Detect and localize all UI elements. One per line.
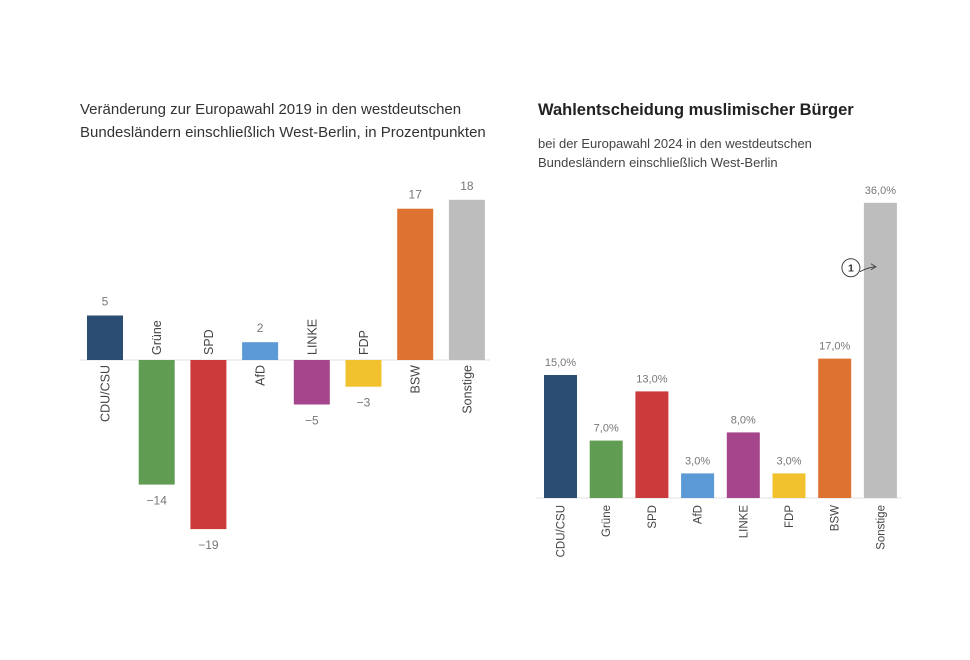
category-label-cdu-csu: CDU/CSU [99,365,113,422]
value-label-afd: 2 [257,321,264,335]
category-label-linke: LINKE [738,505,750,539]
change-chart-plot: 5 CDU/CSU −14 Grüne −19 SPD 2 AfD −5 LINKE −3 FDP 17… [80,179,490,552]
value-label-fdp: 3,0% [776,455,801,467]
category-label-gr-ne: Grüne [601,505,613,537]
annotation-number: 1 [848,263,854,275]
value-label-afd: 3,0% [685,455,710,467]
annotation-arrow-line [859,266,875,273]
category-label-fdp: FDP [357,330,371,355]
category-label-linke: LINKE [305,319,319,355]
value-label-bsw: 17 [409,188,423,202]
category-label-sonstige: Sonstige [875,505,887,550]
value-label-cdu-csu: 5 [102,295,109,309]
value-label-cdu-csu: 15,0% [545,357,576,369]
bar-fdp [345,360,382,387]
bar-afd [242,342,279,360]
value-label-linke: −5 [305,414,319,428]
category-label-afd: AfD [254,365,268,386]
bar-afd [681,473,715,498]
value-label-sonstige: 18 [460,179,474,193]
annotation-arrow-head [870,263,877,271]
change-chart: Veränderung zur Europawahl 2019 in den w… [40,95,500,565]
muslim-vote-chart-plot: 15,0%CDU/CSU7,0%Grüne13,0%SPD3,0%AfD8,0%… [536,185,902,557]
value-label-bsw: 17,0% [819,341,850,353]
bar-spd [190,360,227,530]
bar-cdu-csu [544,375,577,498]
value-label-sonstige: 36,0% [865,185,896,197]
bar-spd [635,391,669,498]
category-label-cdu-csu: CDU/CSU [556,505,568,557]
category-label-afd: AfD [693,505,705,524]
muslim-vote-chart: Wahlentscheidung muslimischer Bürger bei… [510,95,930,565]
value-label-gr-ne: −14 [147,494,168,508]
bar-fdp [772,473,806,498]
category-label-bsw: BSW [830,505,842,531]
value-label-gr-ne: 7,0% [594,423,619,435]
category-label-spd: SPD [647,505,659,529]
category-label-spd: SPD [202,329,216,355]
category-label-bsw: BSW [409,365,423,394]
change-chart-title: Veränderung zur Europawahl 2019 in den w… [80,101,486,141]
bar-gr-ne [589,440,623,498]
muslim-vote-chart-subtitle: bei der Europawahl 2024 in den westdeuts… [538,136,812,170]
muslim-vote-chart-title: Wahlentscheidung muslimischer Bürger [538,101,854,119]
value-label-fdp: −3 [357,396,371,410]
category-label-sonstige: Sonstige [460,365,474,414]
category-label-gr-ne: Grüne [150,320,164,355]
bar-gr-ne [138,360,175,485]
bar-linke [726,432,760,498]
bar-sonstige [863,202,897,499]
category-label-fdp: FDP [784,505,796,528]
bar-sonstige [448,199,485,360]
value-label-spd: 13,0% [636,373,667,385]
bar-bsw [818,358,852,498]
annotation-marker [841,258,861,278]
bar-bsw [397,208,434,360]
bar-cdu-csu [87,315,123,360]
value-label-linke: 8,0% [731,414,756,426]
value-label-spd: −19 [198,538,219,552]
bar-linke [293,360,330,405]
